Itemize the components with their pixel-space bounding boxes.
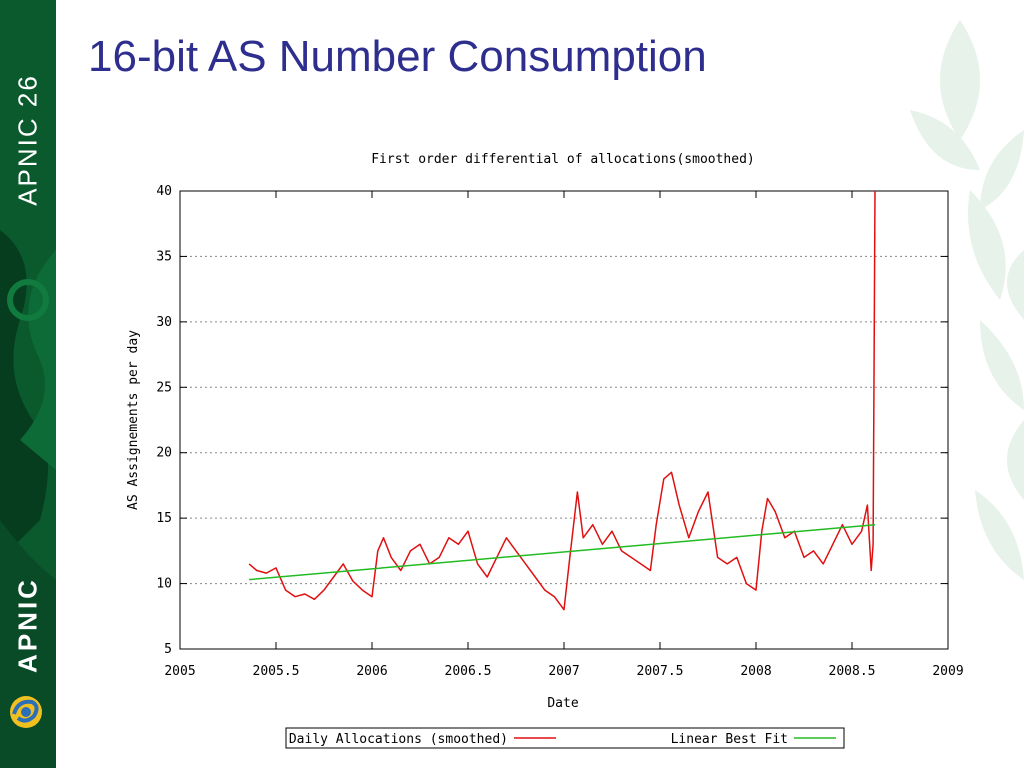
y-tick-label: 10 — [156, 577, 172, 592]
leaf-pattern-icon — [910, 20, 1024, 580]
legend-label-daily-allocations: Daily Allocations (smoothed) — [289, 732, 508, 747]
x-tick-label: 2009 — [932, 664, 963, 679]
conference-label: APNIC 26 — [12, 74, 43, 206]
y-axis-label: AS Assignements per day — [126, 330, 141, 510]
axis-ticks: 5 10 15 20 25 30 35 40 2005 2005.5 2006 2006.5 2007 2… — [156, 184, 963, 679]
apnic-swirl-logo-icon — [10, 696, 42, 728]
x-tick-label: 2007.5 — [637, 664, 684, 679]
y-tick-label: 20 — [156, 446, 172, 461]
x-tick-label: 2006.5 — [445, 664, 492, 679]
grid — [180, 255, 948, 585]
series-line-linear-best-fit — [249, 523, 876, 581]
chart-title: First order differential of allocations(… — [371, 152, 755, 167]
legend-box — [285, 727, 845, 749]
slide-title: 16-bit AS Number Consumption — [88, 32, 707, 81]
plot-frame — [179, 190, 949, 650]
legend-label-linear-best-fit: Linear Best Fit — [671, 732, 788, 747]
x-axis-label: Date — [547, 696, 578, 711]
series-layer — [248, 190, 876, 611]
x-tick-label: 2007 — [548, 664, 579, 679]
x-tick-label: 2008.5 — [829, 664, 876, 679]
legend: Daily Allocations (smoothed) Linear Best… — [285, 727, 845, 749]
x-tick-label: 2006 — [356, 664, 387, 679]
brand-label: APNIC — [12, 577, 43, 673]
y-tick-label: 35 — [156, 249, 172, 264]
x-tick-label: 2005.5 — [253, 664, 300, 679]
chart: First order differential of allocations(… — [126, 152, 964, 749]
y-tick-label: 5 — [164, 642, 172, 657]
x-tick-label: 2005 — [164, 664, 195, 679]
series-line-daily-allocations — [248, 190, 876, 611]
left-brand-band: APNIC 26 APNIC — [0, 0, 56, 768]
y-tick-label: 40 — [156, 184, 172, 199]
y-tick-label: 30 — [156, 315, 172, 330]
y-tick-label: 25 — [156, 380, 172, 395]
y-tick-label: 15 — [156, 511, 172, 526]
x-tick-label: 2008 — [740, 664, 771, 679]
